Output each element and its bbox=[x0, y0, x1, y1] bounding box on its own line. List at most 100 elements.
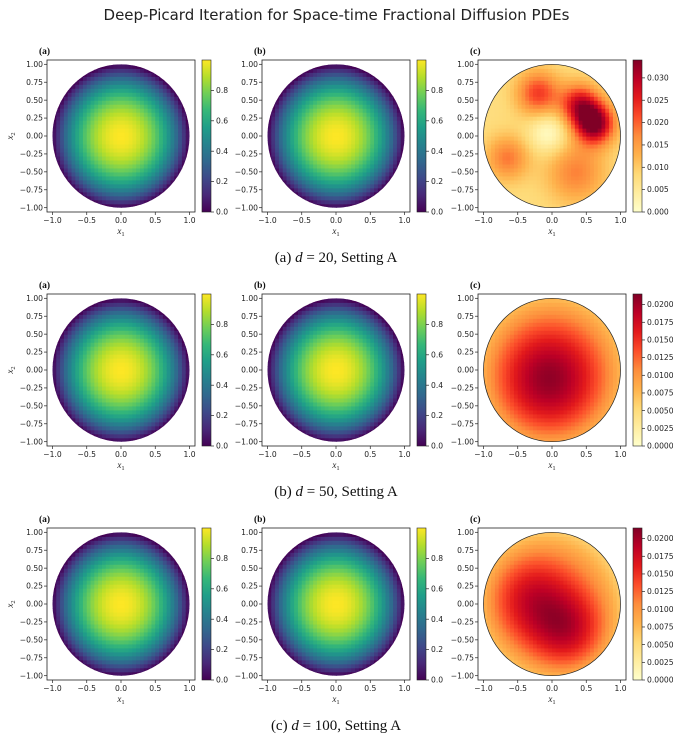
y-tick-label: −0.75 bbox=[235, 419, 258, 428]
y-tick-label: −0.50 bbox=[235, 401, 258, 410]
panel-label: (c) bbox=[470, 46, 481, 57]
x-tick-label: 1.0 bbox=[398, 684, 410, 693]
x-tick-label: −0.5 bbox=[509, 684, 528, 693]
y-tick-label: −1.00 bbox=[20, 203, 43, 212]
y-tick-label: 0.00 bbox=[457, 600, 474, 609]
y-tick-label: 1.00 bbox=[241, 294, 258, 303]
y-tick-label: −0.75 bbox=[451, 185, 474, 194]
colorbar-tick-label: 0.8 bbox=[216, 320, 228, 329]
x-tick-label: 0.5 bbox=[364, 216, 376, 225]
y-tick-label: −1.00 bbox=[20, 437, 43, 446]
y-tick-label: −0.25 bbox=[451, 150, 474, 159]
y-tick-label: 0.50 bbox=[26, 564, 43, 573]
colorbar-tick-label: 0.020 bbox=[647, 118, 669, 127]
colorbar-tick-label: 0.000 bbox=[647, 208, 669, 217]
y-tick-label: −0.50 bbox=[451, 401, 474, 410]
y-tick-label: 0.75 bbox=[26, 78, 43, 87]
y-tick-label: 0.50 bbox=[457, 96, 474, 105]
y-tick-label: −1.00 bbox=[235, 437, 258, 446]
x-tick-label: 0.0 bbox=[330, 216, 342, 225]
x-axis-label: x1 bbox=[547, 694, 555, 706]
y-tick-label: 0.50 bbox=[457, 330, 474, 339]
y-tick-label: −0.50 bbox=[451, 167, 474, 176]
y-tick-label: 0.25 bbox=[457, 348, 474, 357]
y-tick-label: −0.75 bbox=[451, 419, 474, 428]
colorbar-gradient bbox=[632, 527, 643, 681]
subplot-1-1: (a)−1.0 −0.5 0.0 0.5 1.01.000.750.500.250.00… bbox=[5, 46, 228, 238]
y-tick-label: −1.00 bbox=[451, 437, 474, 446]
colorbar-gradient bbox=[632, 59, 643, 213]
y-tick-label: 0.75 bbox=[457, 312, 474, 321]
subplot-2-2: (b)−1.0 −0.5 0.0 0.5 1.01.000.750.500.250.00… bbox=[235, 280, 444, 472]
y-tick-label: 1.00 bbox=[457, 294, 474, 303]
y-tick-label: 0.75 bbox=[457, 546, 474, 555]
y-tick-label: 0.25 bbox=[241, 582, 258, 591]
y-tick-label: −0.75 bbox=[20, 653, 43, 662]
x-tick-label: 0.0 bbox=[330, 684, 342, 693]
subplot-2-3: (c) −1.0 −0.5 0.0 0.5 1.0 1.00 0.75 0.50 0.25 0.00… bbox=[451, 280, 673, 472]
colorbar-tick-label: 0.0050 bbox=[647, 640, 673, 649]
x-tick-label: −1.0 bbox=[474, 216, 493, 225]
subplot-3-1: (a)−1.0 −0.5 0.0 0.5 1.01.000.750.500.250.00… bbox=[5, 514, 228, 706]
colorbar: 0.0 0.2 0.4 0.6 0.8 bbox=[416, 293, 443, 451]
heatmap bbox=[267, 64, 405, 208]
x-tick-label: −0.5 bbox=[509, 450, 528, 459]
y-tick-label: 0.50 bbox=[241, 564, 258, 573]
colorbar-tick-label: 0.0 bbox=[431, 442, 443, 451]
y-tick-label: −0.50 bbox=[20, 167, 43, 176]
colorbar-tick-label: 0.030 bbox=[647, 73, 669, 82]
colorbar-tick-label: 0.005 bbox=[647, 185, 669, 194]
y-tick-label: 0.25 bbox=[26, 114, 43, 123]
colorbar-tick-label: 0.0125 bbox=[647, 587, 673, 596]
subplot-2-1: (a)−1.0 −0.5 0.0 0.5 1.01.000.750.500.250.00… bbox=[5, 280, 228, 472]
y-tick-label: −1.00 bbox=[235, 203, 258, 212]
colorbar-tick-label: 0.0 bbox=[431, 208, 443, 217]
colorbar-tick-label: 0.0075 bbox=[647, 389, 673, 398]
colorbar-tick-label: 0.8 bbox=[431, 320, 443, 329]
x-tick-label: −0.5 bbox=[293, 450, 312, 459]
x-tick-label: 1.0 bbox=[398, 450, 410, 459]
colorbar-tick-label: 0.8 bbox=[431, 554, 443, 563]
y-tick-label: 1.00 bbox=[241, 60, 258, 69]
x-tick-label: −1.0 bbox=[258, 216, 277, 225]
x-tick-label: −0.5 bbox=[78, 450, 97, 459]
colorbar-tick-label: 0.4 bbox=[431, 615, 443, 624]
panel-label: (a) bbox=[39, 46, 50, 57]
x-tick-label: 0.5 bbox=[580, 450, 592, 459]
subplot-3-3: (c) −1.0 −0.5 0.0 0.5 1.0 1.00 0.75 0.50 0.25 0.00… bbox=[451, 514, 673, 706]
x-tick-label: −1.0 bbox=[258, 684, 277, 693]
panel-label: (a) bbox=[39, 280, 50, 291]
colorbar-tick-label: 0.0200 bbox=[647, 534, 673, 543]
colorbar-gradient bbox=[201, 59, 212, 213]
colorbar-tick-label: 0.0100 bbox=[647, 605, 673, 614]
y-tick-label: 0.75 bbox=[457, 78, 474, 87]
colorbar-gradient bbox=[416, 59, 427, 213]
x-tick-label: 0.5 bbox=[580, 216, 592, 225]
x-tick-label: −1.0 bbox=[43, 216, 62, 225]
y-tick-label: 0.75 bbox=[241, 78, 258, 87]
y-tick-label: −1.00 bbox=[235, 671, 258, 680]
colorbar-tick-label: 0.8 bbox=[216, 554, 228, 563]
y-tick-label: 0.25 bbox=[26, 582, 43, 591]
y-tick-label: −0.50 bbox=[20, 635, 43, 644]
y-tick-label: 0.25 bbox=[241, 348, 258, 357]
x-tick-label: −1.0 bbox=[43, 684, 62, 693]
x-tick-label: −1.0 bbox=[258, 450, 277, 459]
colorbar-gradient bbox=[416, 293, 427, 447]
panel-label: (a) bbox=[39, 514, 50, 525]
x-tick-label: 0.5 bbox=[580, 684, 592, 693]
x-axis-label: x1 bbox=[547, 226, 555, 238]
page-title: Deep-Picard Iteration for Space-time Fra… bbox=[103, 6, 570, 24]
heatmap bbox=[267, 298, 405, 442]
colorbar-tick-label: 0.0 bbox=[216, 676, 228, 685]
panel-label: (c) bbox=[470, 514, 481, 525]
y-tick-label: −0.75 bbox=[235, 185, 258, 194]
x-tick-label: 0.0 bbox=[330, 450, 342, 459]
y-tick-label: 0.25 bbox=[241, 114, 258, 123]
colorbar-tick-label: 0.6 bbox=[431, 350, 443, 359]
panel-label: (b) bbox=[254, 280, 266, 291]
colorbar-tick-label: 0.0025 bbox=[647, 424, 673, 433]
y-tick-label: 0.00 bbox=[241, 600, 258, 609]
colorbar-tick-label: 0.0000 bbox=[647, 676, 673, 685]
colorbar-tick-label: 0.4 bbox=[216, 147, 228, 156]
